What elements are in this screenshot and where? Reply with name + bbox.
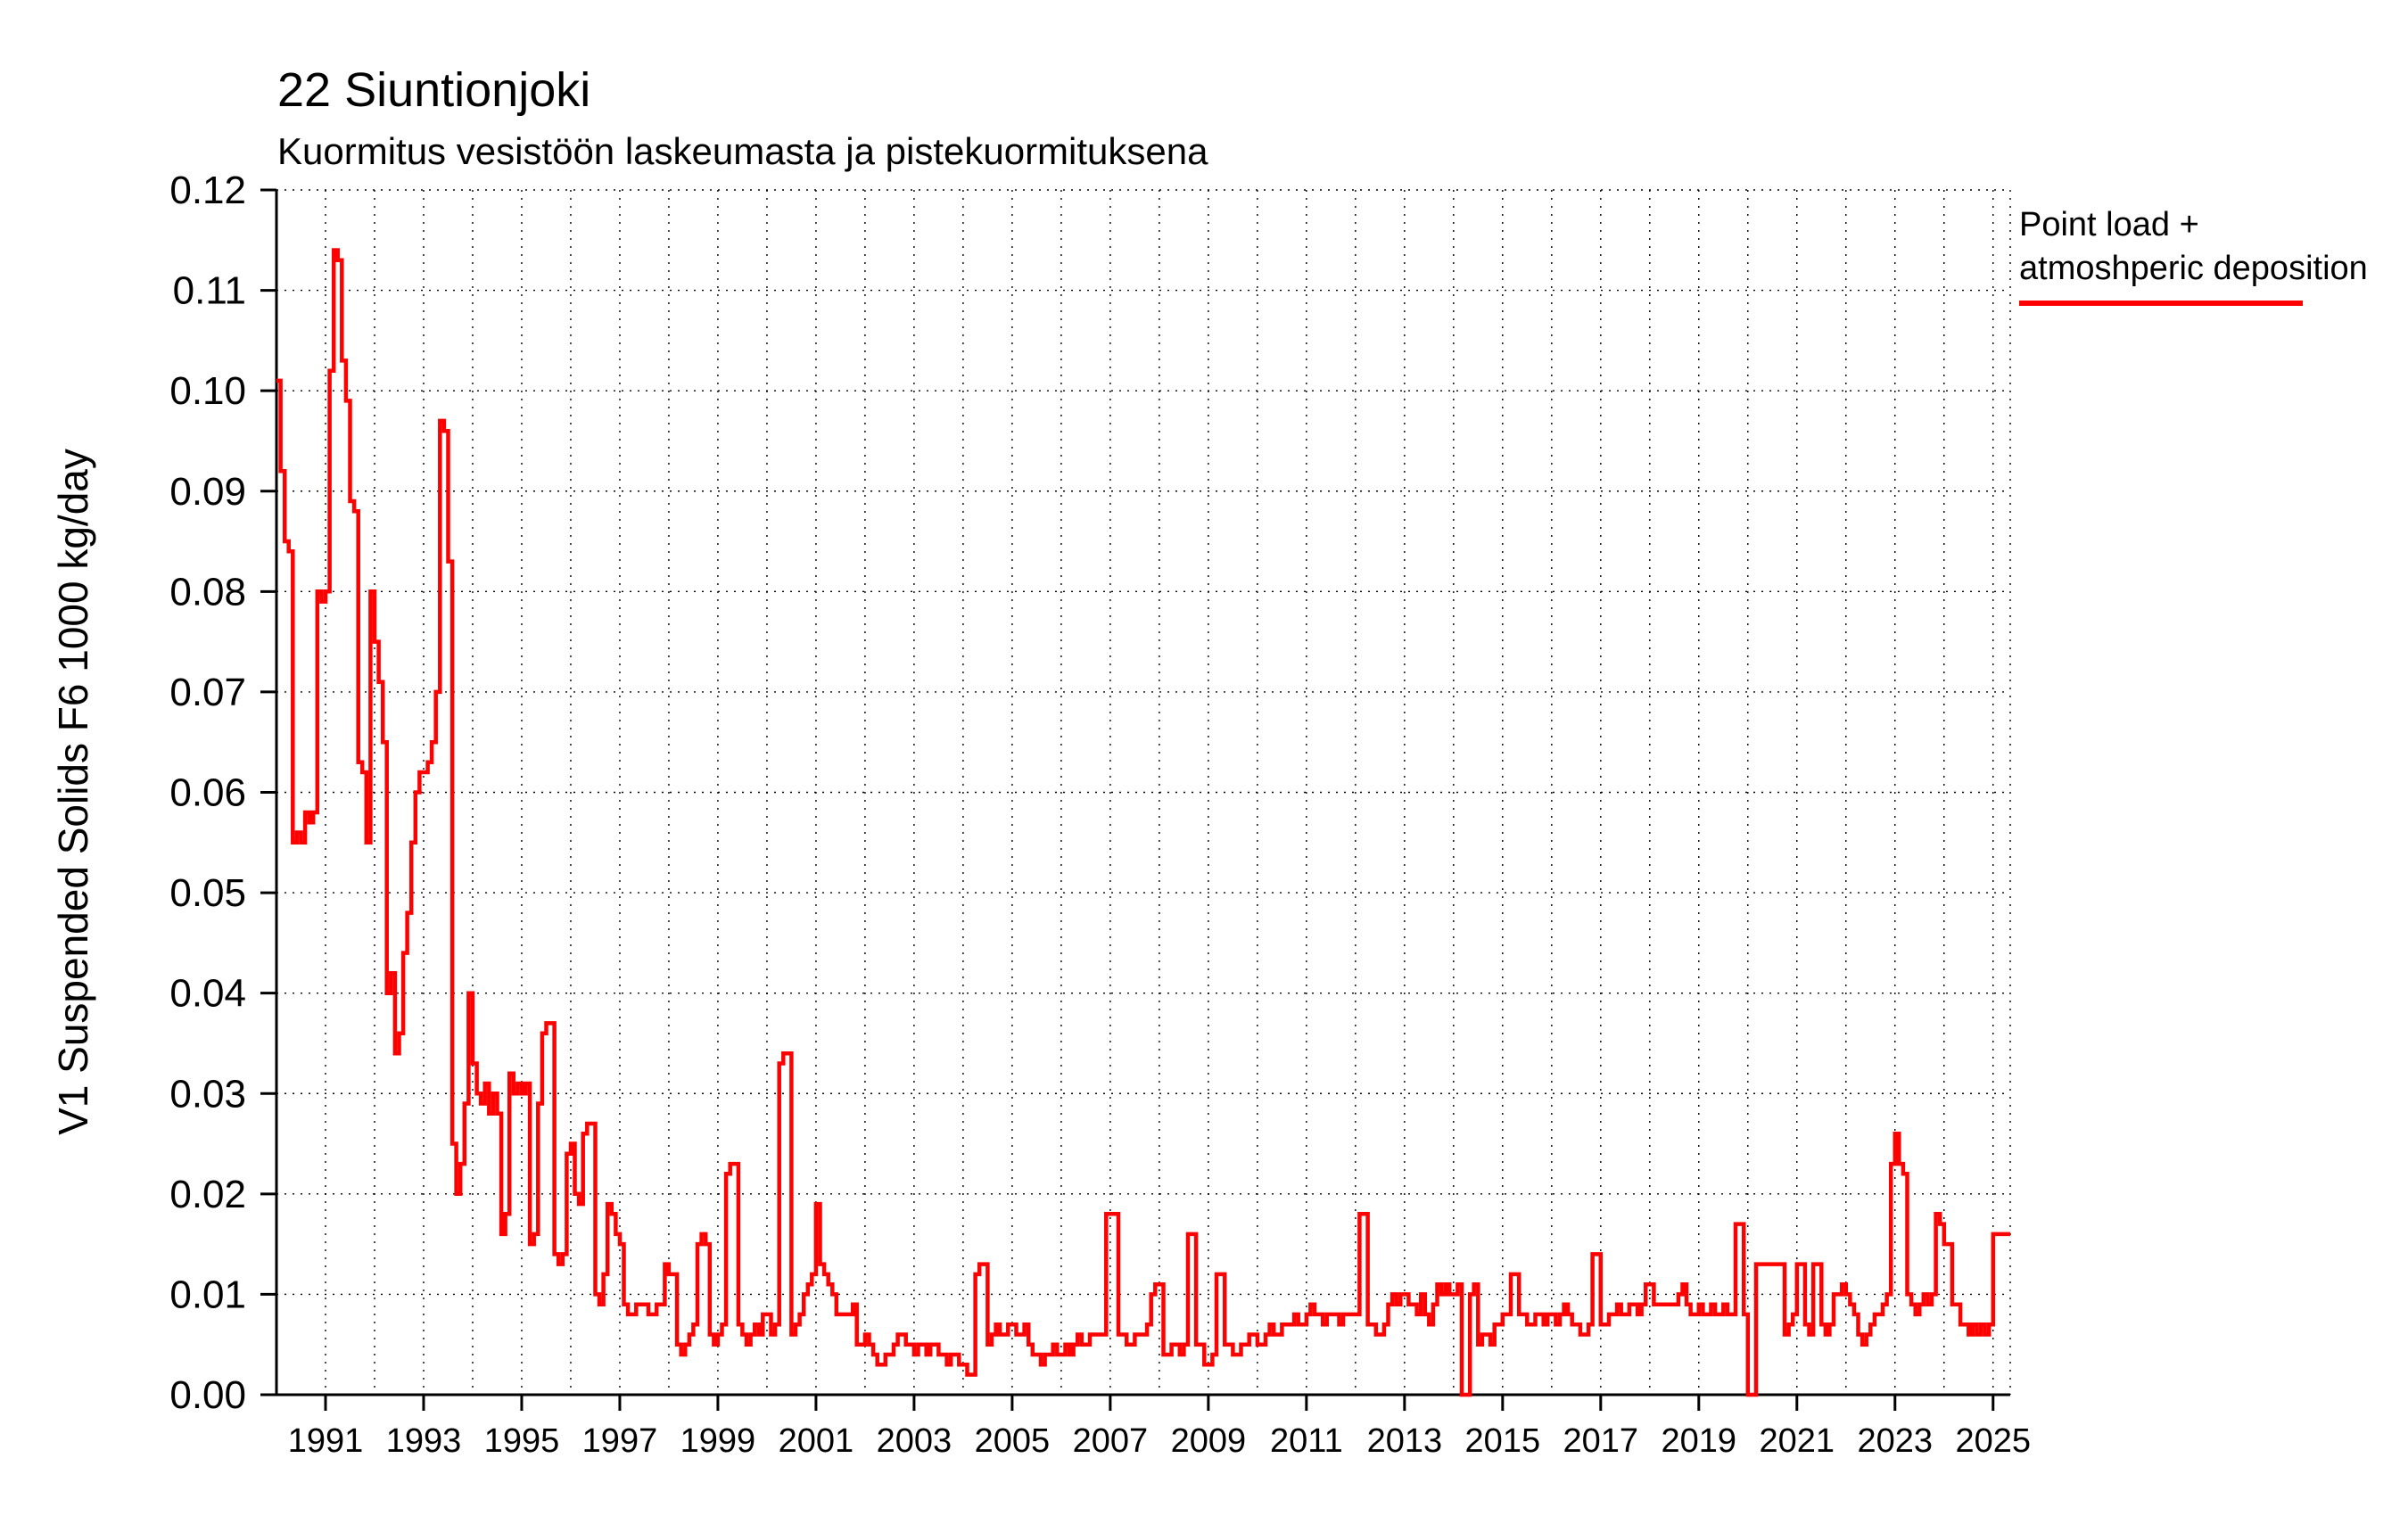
svg-text:2005: 2005 (975, 1422, 1051, 1460)
svg-text:0.05: 0.05 (169, 871, 246, 915)
svg-text:0.03: 0.03 (169, 1072, 246, 1116)
svg-text:2025: 2025 (1955, 1422, 2031, 1460)
svg-text:2017: 2017 (1563, 1422, 1639, 1460)
chart-subtitle: Kuormitus vesistöön laskeumasta ja piste… (277, 130, 1208, 172)
svg-text:1993: 1993 (386, 1422, 462, 1460)
svg-text:2013: 2013 (1367, 1422, 1443, 1460)
svg-text:0.07: 0.07 (169, 671, 246, 714)
svg-text:0.04: 0.04 (169, 972, 246, 1016)
svg-text:0.01: 0.01 (169, 1273, 246, 1316)
legend-color-line (2019, 301, 2303, 307)
svg-text:0.02: 0.02 (169, 1173, 246, 1216)
svg-text:2021: 2021 (1760, 1422, 1835, 1460)
svg-text:0.11: 0.11 (173, 269, 246, 313)
svg-text:1991: 1991 (288, 1422, 364, 1460)
svg-text:2009: 2009 (1171, 1422, 1247, 1460)
svg-text:2007: 2007 (1073, 1422, 1149, 1460)
svg-text:0.10: 0.10 (169, 369, 246, 413)
chart-title: 22 Siuntionjoki (277, 63, 591, 117)
svg-text:1997: 1997 (582, 1422, 658, 1460)
svg-text:0.06: 0.06 (169, 771, 246, 815)
svg-text:2011: 2011 (1270, 1422, 1343, 1460)
svg-text:0.00: 0.00 (169, 1373, 246, 1417)
svg-text:2023: 2023 (1857, 1422, 1933, 1460)
svg-text:0.09: 0.09 (169, 470, 246, 514)
svg-text:0.08: 0.08 (169, 570, 246, 614)
svg-text:2015: 2015 (1465, 1422, 1541, 1460)
svg-text:1995: 1995 (484, 1422, 560, 1460)
svg-text:2003: 2003 (877, 1422, 952, 1460)
svg-text:2001: 2001 (779, 1422, 854, 1460)
legend-label-line1: Point load + (2019, 206, 2199, 243)
legend: Point load + atmoshperic deposition (2019, 203, 2368, 307)
svg-text:2019: 2019 (1662, 1422, 1737, 1460)
svg-text:1999: 1999 (680, 1422, 756, 1460)
svg-text:0.12: 0.12 (169, 169, 246, 212)
legend-label-line2: atmoshperic deposition (2019, 249, 2368, 287)
